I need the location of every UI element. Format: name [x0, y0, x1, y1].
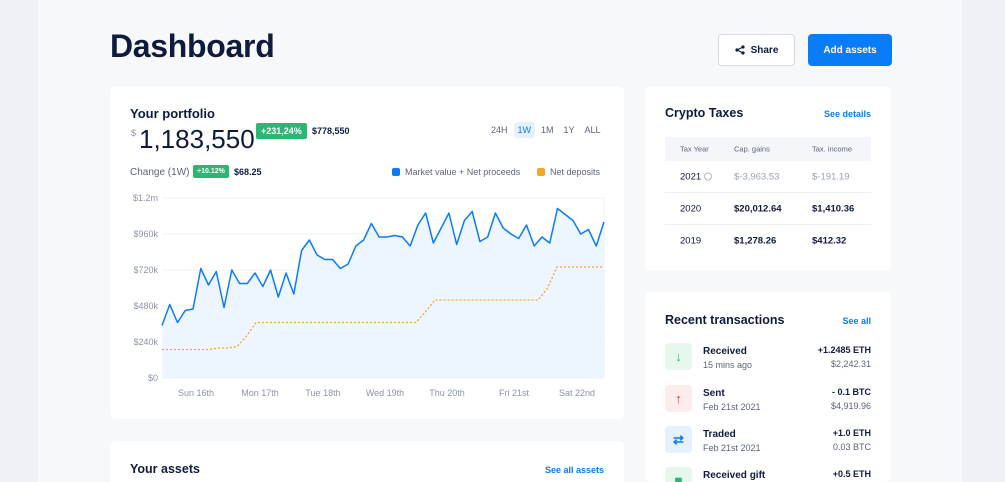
your-assets-card: Your assets See all assets — [110, 441, 624, 482]
portfolio-title: Your portfolio — [130, 106, 215, 121]
crypto-taxes-card: Crypto Taxes See details Tax Year Cap. g… — [645, 86, 891, 270]
header-tax-year: Tax Year — [680, 144, 709, 154]
list-item[interactable]: ⇄ Traded Feb 21st 2021 +1.0 ETH 0.03 BTC — [665, 426, 871, 460]
y-tick-label: $240k — [133, 337, 158, 347]
list-item[interactable]: ↑ Sent Feb 21st 2021 - 0.1 BTC $4,919.96 — [665, 385, 871, 419]
cap-gains: $20,012.64 — [734, 203, 782, 215]
assets-title: Your assets — [130, 462, 200, 476]
arrow-up-icon: ↑ — [665, 385, 692, 412]
info-icon[interactable] — [704, 172, 713, 181]
page-title: Dashboard — [110, 28, 275, 64]
list-item[interactable]: ↓ Received 15 mins ago +1.2485 ETH $2,24… — [665, 343, 871, 377]
tx-name: Traded — [703, 429, 736, 440]
change-label: Change (1W) — [130, 167, 190, 178]
x-tick-label: Mon 17th — [241, 388, 279, 398]
y-tick-label: $1.2m — [133, 193, 158, 203]
tx-name: Received gift — [703, 470, 766, 481]
x-tick-label: Thu 20th — [429, 388, 465, 398]
y-tick-label: $480k — [133, 301, 158, 311]
legend-market-swatch — [392, 168, 400, 176]
tx-amount: - 0.1 BTC — [831, 387, 871, 397]
x-tick-label: Sat 22nd — [559, 388, 595, 398]
swap-icon: ⇄ — [665, 426, 692, 453]
table-row[interactable]: 2021 $-3,963.53 $-191.19 — [665, 162, 871, 193]
cap-gains: $-3,963.53 — [734, 171, 780, 183]
see-all-assets-link[interactable]: See all assets — [544, 465, 604, 475]
range-1y[interactable]: 1Y — [563, 125, 575, 135]
transactions-title: Recent transactions — [665, 313, 785, 327]
header-cap-gains: Cap. gains — [734, 144, 770, 154]
arrow-down-icon: ↓ — [665, 343, 692, 370]
tx-time: 15 mins ago — [703, 360, 753, 370]
tx-time: Feb 21st 2021 — [703, 443, 761, 453]
tx-usd: 0.03 BTC — [832, 442, 871, 452]
change-amount: $68.25 — [234, 167, 262, 177]
range-selector: 24H 1W 1M 1Y ALL — [487, 122, 605, 138]
legend-deposits-label: Net deposits — [550, 167, 601, 177]
tax-year: 2019 — [680, 235, 702, 246]
tax-income: $1,410.36 — [812, 203, 855, 215]
tx-amount: +1.0 ETH — [832, 428, 871, 438]
table-row[interactable]: 2019 $1,278.26 $412.32 — [665, 225, 871, 256]
tx-name: Received — [703, 346, 747, 357]
see-all-link[interactable]: See all — [842, 316, 871, 326]
share-label: Share — [750, 44, 779, 56]
legend-market-label: Market value + Net proceeds — [405, 167, 521, 177]
portfolio-gain-badge: +231,24% — [256, 123, 307, 139]
portfolio-gain-amount: $778,550 — [312, 126, 350, 136]
portfolio-chart: $1.2m $960k $720k $480k $240k $0 Sun 16th Mon 1… — [133, 193, 605, 398]
portfolio-card: Your portfolio $ 1,183,550 +231,24% $778… — [110, 86, 624, 419]
change-badge: +10.12% — [193, 165, 229, 178]
series-line-market — [161, 207, 605, 326]
tax-income: $-191.19 — [812, 171, 850, 183]
tx-usd: $4,919.96 — [830, 401, 871, 411]
list-item[interactable]: ▆ Received gift +0.5 ETH — [665, 467, 871, 482]
gift-icon: ▆ — [665, 467, 692, 482]
x-tick-label: Tue 18th — [305, 388, 340, 398]
legend-market: Market value + Net proceeds — [392, 167, 520, 177]
taxes-table-header: Tax Year Cap. gains Tax. income — [665, 137, 871, 161]
tax-year-value: 2021 — [680, 171, 702, 183]
see-details-link[interactable]: See details — [823, 109, 871, 119]
series-line-deposits — [162, 266, 604, 351]
cap-gains: $1,278.26 — [734, 235, 777, 246]
tax-year: 2021 — [680, 171, 713, 183]
portfolio-currency: $ — [131, 128, 137, 138]
market-area — [162, 208, 604, 378]
add-assets-button[interactable]: Add assets — [808, 34, 892, 66]
legend-deposits: Net deposits — [537, 167, 600, 177]
tx-name: Sent — [703, 388, 725, 399]
range-1m[interactable]: 1M — [541, 125, 554, 135]
share-icon — [734, 45, 745, 55]
portfolio-value: 1,183,550 — [139, 124, 255, 154]
page: Dashboard Share Add assets Your portfoli… — [38, 0, 962, 482]
x-tick-label: Fri 21st — [499, 388, 530, 398]
y-tick-label: $720k — [133, 265, 158, 275]
tx-amount: +0.5 ETH — [832, 469, 871, 479]
recent-transactions-card: Recent transactions See all ↓ Received 1… — [645, 292, 891, 482]
header-tax-income: Tax. income — [812, 144, 853, 154]
tax-year: 2020 — [680, 203, 702, 215]
range-all[interactable]: ALL — [584, 125, 601, 135]
tx-amount: +1.2485 ETH — [817, 345, 871, 355]
tx-time: Feb 21st 2021 — [703, 402, 761, 412]
share-button[interactable]: Share — [718, 34, 795, 66]
x-tick-label: Sun 16th — [178, 388, 214, 398]
y-tick-label: $0 — [148, 373, 158, 383]
tax-income: $412.32 — [812, 235, 847, 246]
table-row[interactable]: 2020 $20,012.64 $1,410.36 — [665, 194, 871, 225]
legend-deposits-swatch — [537, 168, 545, 176]
tx-usd: $2,242.31 — [830, 359, 871, 369]
x-tick-label: Wed 19th — [366, 388, 404, 398]
y-tick-label: $960k — [133, 229, 158, 239]
range-24h[interactable]: 24H — [491, 125, 508, 135]
taxes-title: Crypto Taxes — [665, 106, 744, 120]
range-1w[interactable]: 1W — [513, 122, 536, 138]
